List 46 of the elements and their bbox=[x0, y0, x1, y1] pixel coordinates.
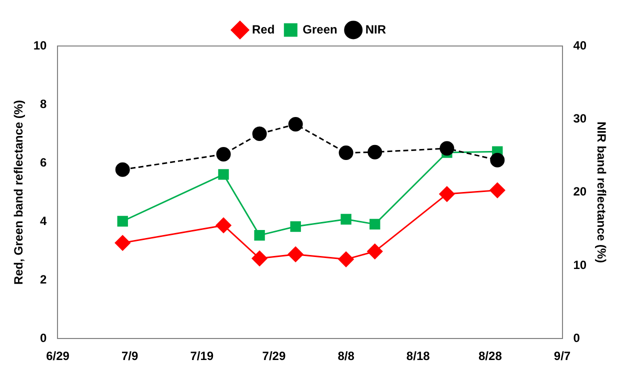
point bbox=[367, 244, 383, 260]
point bbox=[117, 216, 128, 227]
point bbox=[288, 246, 304, 262]
legend-label: Red bbox=[252, 22, 275, 36]
x-tick-label: 9/7 bbox=[554, 349, 571, 364]
y-tick-label: 6 bbox=[40, 155, 48, 170]
x-tick-label: 7/29 bbox=[262, 349, 286, 364]
point bbox=[368, 144, 382, 160]
point bbox=[216, 218, 232, 234]
y2-tick-label: 20 bbox=[573, 184, 587, 199]
point bbox=[338, 146, 354, 160]
point bbox=[216, 147, 231, 162]
y2-tick-label: 40 bbox=[573, 38, 587, 52]
y2-tick-label: 0 bbox=[573, 330, 580, 345]
point bbox=[254, 230, 265, 241]
x-tick-label: 8/8 bbox=[338, 349, 355, 364]
y-axis-title: Red, Green band reflectance (%) bbox=[12, 100, 26, 285]
y-tick-label: 4 bbox=[40, 214, 48, 228]
point bbox=[490, 182, 506, 198]
point bbox=[114, 235, 130, 251]
y2-tick-label: 10 bbox=[573, 258, 587, 272]
y2-axis-title: NIR band reflectance (%) bbox=[594, 122, 608, 263]
point bbox=[440, 141, 454, 156]
legend-label: NIR bbox=[365, 22, 386, 36]
x-tick-label: 7/19 bbox=[190, 349, 214, 364]
legend-label: Green bbox=[302, 22, 338, 36]
x-tick-label: 6/29 bbox=[46, 349, 70, 364]
point bbox=[288, 117, 303, 132]
x-tick-label: 8/28 bbox=[478, 349, 502, 364]
point bbox=[338, 252, 354, 268]
y2-tick-label: 30 bbox=[573, 111, 587, 126]
point bbox=[252, 250, 268, 266]
y-tick-label: 0 bbox=[40, 330, 48, 345]
point bbox=[439, 186, 455, 202]
point bbox=[370, 218, 380, 230]
x-tick-label: 8/18 bbox=[406, 349, 430, 364]
point bbox=[218, 169, 229, 180]
point bbox=[290, 221, 301, 232]
y-tick-label: 8 bbox=[40, 96, 48, 111]
y-tick-label: 10 bbox=[33, 38, 48, 52]
x-tick-label: 7/9 bbox=[121, 349, 138, 364]
point bbox=[340, 214, 352, 225]
point bbox=[115, 162, 130, 177]
point bbox=[490, 152, 505, 168]
point bbox=[252, 126, 267, 142]
y-tick-label: 2 bbox=[40, 272, 48, 286]
